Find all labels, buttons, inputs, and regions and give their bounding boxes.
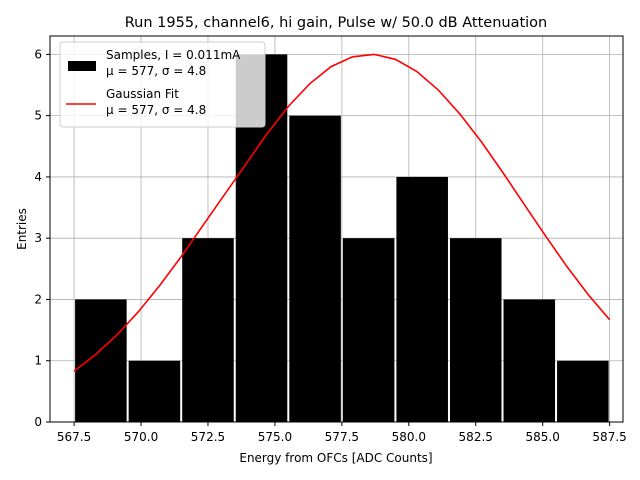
legend-fit-stats: μ = 577, σ = 4.8 [106, 103, 206, 117]
y-tick-label: 1 [34, 354, 42, 368]
plot-area-frame [49, 35, 624, 423]
y-tick-label: 5 [34, 109, 42, 123]
x-tick-label: 582.5 [459, 430, 493, 444]
legend-fit-label: Gaussian Fit [106, 87, 179, 101]
y-tick-label: 0 [34, 415, 42, 429]
gaussian-fit-line [73, 53, 611, 372]
x-tick-label: 570.0 [124, 430, 158, 444]
y-tick-label: 2 [34, 292, 42, 306]
histogram-bar [289, 115, 341, 423]
legend: Samples, I = 0.011mA μ = 577, σ = 4.8 Ga… [59, 41, 266, 128]
histogram-bar [75, 299, 127, 422]
x-tick-label: 577.5 [325, 430, 359, 444]
x-tick-label: 585.0 [525, 430, 559, 444]
x-axis-ticks: 567.5 570.0 572.5 575.0 577.5 580.0 582.5 585.0… [57, 422, 627, 444]
x-axis-label: Energy from OFCs [ADC Counts] [239, 451, 432, 465]
histogram-bar [128, 360, 181, 422]
histogram-bar [342, 238, 395, 422]
y-axis-label: Entries [15, 208, 29, 250]
x-tick-label: 572.5 [191, 430, 225, 444]
y-axis-ticks: 0 1 2 3 4 5 6 [34, 47, 50, 429]
chart-title: Run 1955, channel6, hi gain, Pulse w/ 50… [125, 15, 548, 31]
x-tick-label: 575.0 [258, 430, 292, 444]
legend-box [59, 41, 266, 128]
histogram-bars [75, 54, 609, 423]
histogram-bar [449, 238, 502, 422]
x-tick-label: 587.5 [592, 430, 626, 444]
histogram-bar [182, 238, 234, 422]
histogram-bar [557, 360, 609, 422]
legend-samples-label: Samples, I = 0.011mA [106, 48, 241, 62]
x-tick-label: 580.0 [392, 430, 426, 444]
x-tick-label: 567.5 [57, 430, 91, 444]
histogram-bar [503, 299, 556, 422]
gaussian-fit-curve [73, 53, 611, 372]
y-tick-label: 6 [34, 47, 42, 61]
y-tick-label: 3 [34, 231, 42, 245]
histogram-bar [396, 176, 448, 422]
legend-samples-stats: μ = 577, σ = 4.8 [106, 64, 206, 78]
legend-samples-swatch [68, 61, 96, 71]
y-tick-label: 4 [34, 170, 42, 184]
